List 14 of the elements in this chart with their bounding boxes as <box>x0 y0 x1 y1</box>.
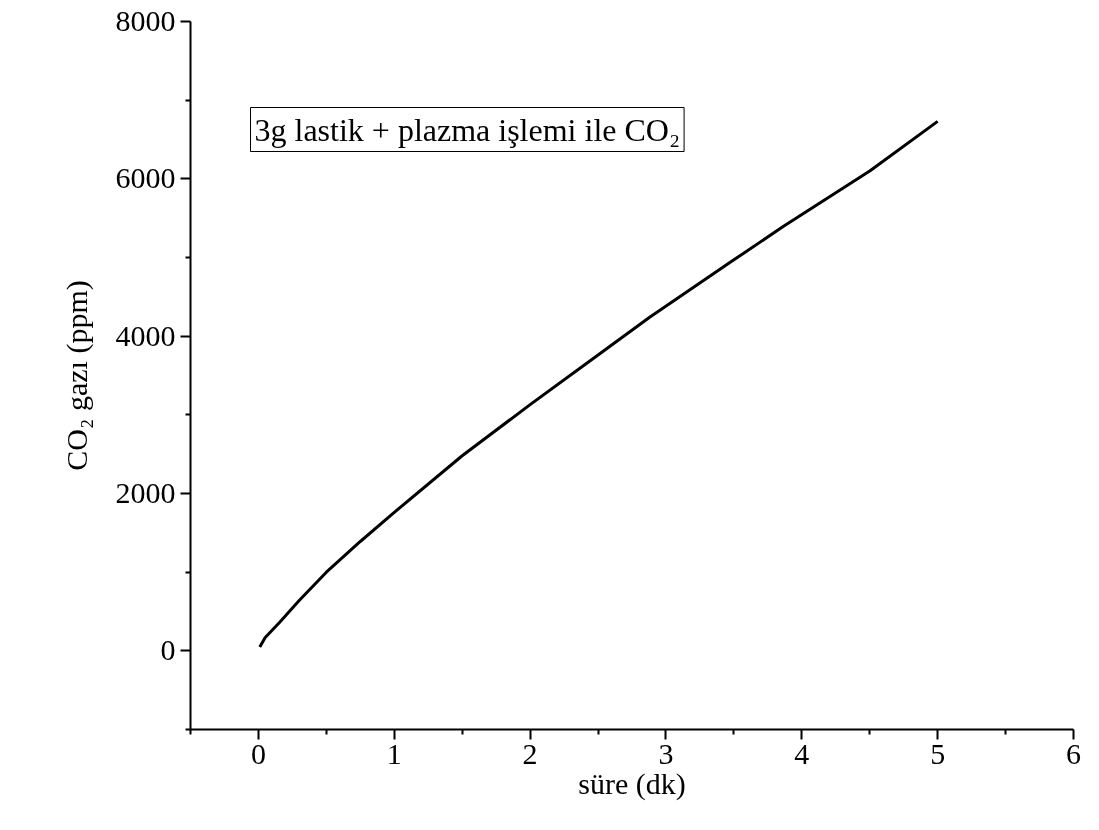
x-tick-label: 6 <box>1066 736 1081 770</box>
x-tick-label: 1 <box>386 736 402 770</box>
x-tick-label: 4 <box>794 736 810 770</box>
y-tick-label: 0 <box>160 633 176 667</box>
y-tick-label: 4000 <box>115 318 176 352</box>
x-tick-label: 2 <box>522 736 538 770</box>
x-tick-label: 0 <box>250 736 266 770</box>
y-tick-label: 8000 <box>115 4 176 37</box>
y-axis-title: CO₂ gazı (ppm) <box>59 280 94 471</box>
annotation: 3g lastik + plazma işlemi ile CO₂ <box>254 111 681 148</box>
x-tick-label: 5 <box>930 736 946 770</box>
y-tick-label: 6000 <box>115 161 176 195</box>
line-series <box>258 119 940 649</box>
y-tick-label: 2000 <box>115 476 176 509</box>
